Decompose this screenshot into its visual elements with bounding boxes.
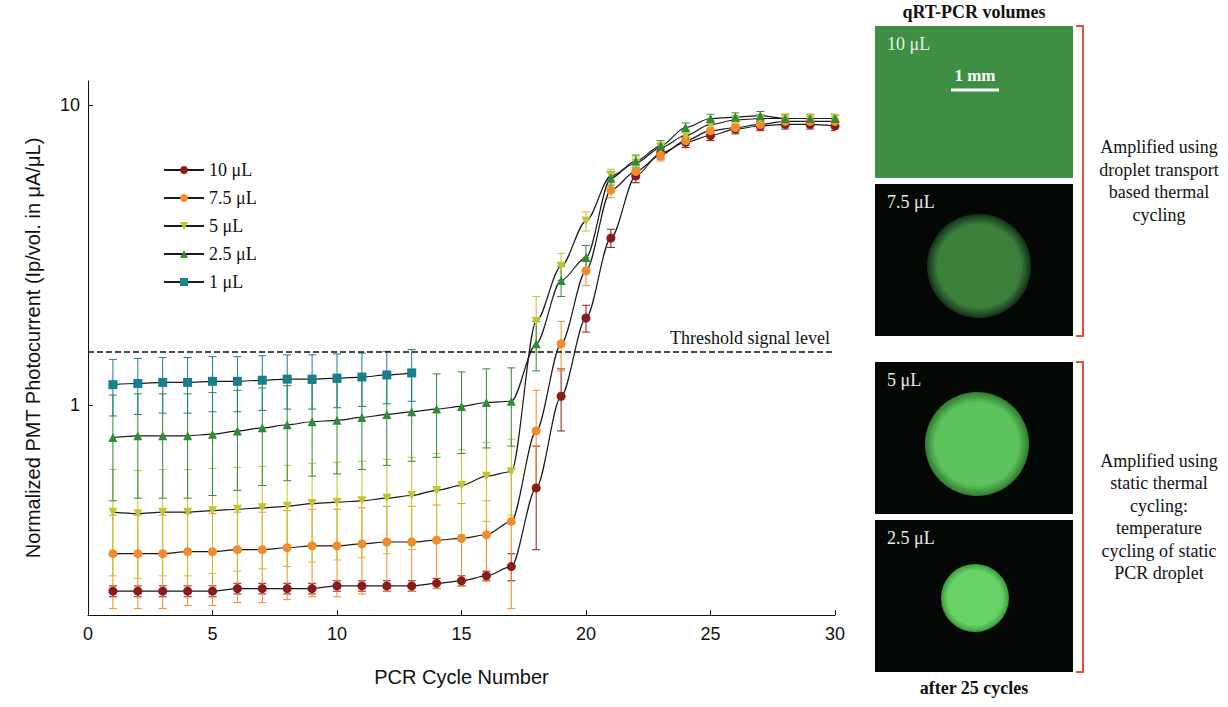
svg-text:2.5 μL: 2.5 μL	[887, 528, 935, 548]
svg-text:0: 0	[83, 624, 93, 644]
svg-text:2.5 μL: 2.5 μL	[209, 244, 257, 264]
svg-text:Normalized PMT Photocurrent (I: Normalized PMT Photocurrent (Ip/vol. in …	[22, 138, 44, 559]
svg-text:5: 5	[207, 624, 217, 644]
svg-text:25: 25	[700, 624, 720, 644]
svg-text:10 μL: 10 μL	[887, 34, 930, 54]
svg-text:1 μL: 1 μL	[209, 272, 243, 292]
svg-text:7.5 μL: 7.5 μL	[887, 192, 935, 212]
svg-text:1 mm: 1 mm	[954, 66, 995, 85]
svg-text:30: 30	[825, 624, 845, 644]
svg-text:5 μL: 5 μL	[887, 370, 921, 390]
svg-text:Threshold signal level: Threshold signal level	[670, 328, 830, 348]
svg-text:1: 1	[70, 395, 80, 415]
svg-text:10 μL: 10 μL	[209, 160, 252, 180]
html-text:Amplified using droplet transp: Amplified using droplet transport based …	[1099, 137, 1219, 225]
html-text:after 25 cycles: after 25 cycles	[919, 678, 1029, 698]
svg-text:10: 10	[60, 95, 80, 115]
html-text:qRT-PCR volumes: qRT-PCR volumes	[902, 2, 1046, 22]
html-text:Amplified using static thermal: Amplified using static thermal cycling: …	[1100, 450, 1218, 583]
svg-text:PCR Cycle Number: PCR Cycle Number	[374, 666, 549, 688]
svg-text:15: 15	[451, 624, 471, 644]
svg-text:7.5 μL: 7.5 μL	[209, 188, 257, 208]
svg-text:20: 20	[576, 624, 596, 644]
svg-text:5 μL: 5 μL	[209, 216, 243, 236]
svg-text:10: 10	[327, 624, 347, 644]
